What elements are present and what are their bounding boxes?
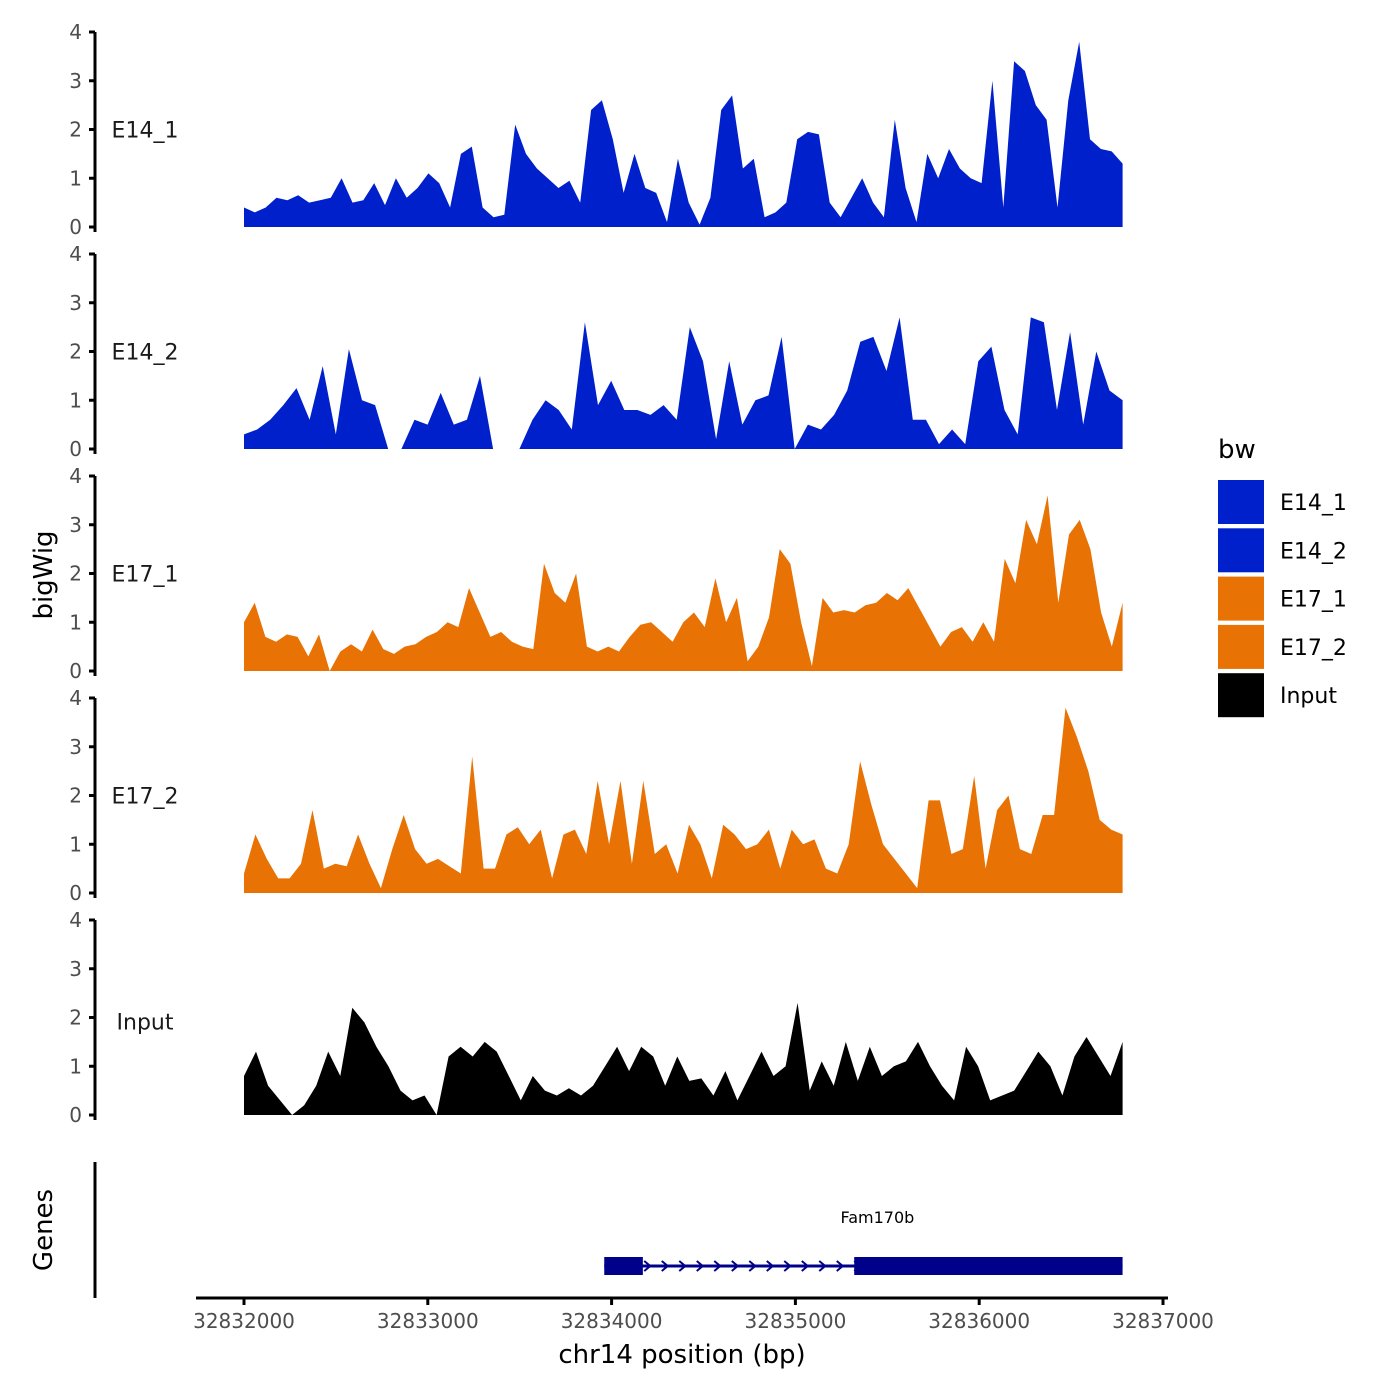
y-tick-label: 1	[69, 388, 82, 412]
genes-track: Genes Fam170b	[29, 1162, 1123, 1298]
coverage-tracks: 0 1 2 3 4 E14_1 0 1 2 3 4 E14_2 0 1 2 3 4 E17_1 0 1 2 3 4 E17_2…	[69, 20, 1123, 1127]
strand-arrow	[836, 1260, 845, 1272]
track-E14_1: 0 1 2 3 4 E14_1	[69, 20, 1123, 239]
legend-items: E14_1 E14_2 E17_1 E17_2 Input	[1218, 480, 1347, 718]
y-tick-label: 0	[69, 1103, 82, 1127]
y-axis-title: bigWig	[29, 530, 59, 619]
legend-swatch-Input	[1218, 673, 1264, 718]
strand-arrow	[643, 1260, 652, 1272]
y-tick-label: 2	[69, 340, 82, 364]
y-tick-label: 2	[69, 562, 82, 586]
y-tick-label: 4	[69, 242, 82, 266]
legend-label-E17_2: E17_2	[1280, 636, 1347, 661]
track-E14_2: 0 1 2 3 4 E14_2	[69, 242, 1123, 461]
y-tick-label: 3	[69, 735, 82, 759]
legend-swatch-E14_1	[1218, 480, 1264, 524]
x-axis-title: chr14 position (bp)	[558, 1340, 805, 1370]
y-tick-label: 2	[69, 784, 82, 808]
y-tick-label: 3	[69, 69, 82, 93]
gene-exon	[604, 1257, 643, 1275]
genes-track-title: Genes	[29, 1189, 59, 1271]
y-tick-label: 3	[69, 513, 82, 537]
x-tick-label: 32835000	[745, 1309, 847, 1333]
legend-swatch-E17_2	[1218, 624, 1264, 669]
y-tick-label: 2	[69, 118, 82, 142]
legend-label-Input: Input	[1280, 684, 1337, 709]
track-label-E17_1: E17_1	[112, 563, 179, 588]
strand-arrow	[661, 1260, 670, 1272]
track-E17_1: 0 1 2 3 4 E17_1	[69, 464, 1123, 683]
strand-arrow	[766, 1260, 775, 1272]
x-tick-label: 32836000	[928, 1309, 1030, 1333]
x-tick-label: 32833000	[377, 1309, 479, 1333]
y-tick-label: 4	[69, 464, 82, 488]
gene-models: Fam170b	[604, 1208, 1123, 1275]
track-label-E17_2: E17_2	[112, 785, 179, 810]
legend-label-E17_1: E17_1	[1280, 588, 1347, 613]
y-tick-label: 4	[69, 908, 82, 932]
x-axis: 32832000 32833000 32834000 32835000 32836000…	[193, 1296, 1214, 1370]
y-tick-label: 3	[69, 957, 82, 981]
gene-name-label: Fam170b	[840, 1208, 914, 1227]
coverage-area-E14_2	[244, 317, 1123, 449]
x-tick-label: 32837000	[1112, 1309, 1214, 1333]
coverage-area-E14_1	[244, 41, 1123, 227]
legend-swatch-E14_2	[1218, 528, 1264, 573]
track-E17_2: 0 1 2 3 4 E17_2	[69, 686, 1123, 905]
x-tick-label: 32832000	[193, 1309, 295, 1333]
strand-arrow	[748, 1260, 757, 1272]
strand-arrow	[713, 1260, 722, 1272]
y-tick-label: 0	[69, 659, 82, 683]
y-tick-label: 1	[69, 1054, 82, 1078]
y-tick-label: 4	[69, 686, 82, 710]
x-tick-label: 32834000	[561, 1309, 663, 1333]
coverage-area-E17_2	[244, 707, 1123, 893]
coverage-area-E17_1	[244, 495, 1123, 671]
x-axis-ticks: 32832000 32833000 32834000 32835000 32836000…	[193, 1298, 1214, 1333]
legend-label-E14_2: E14_2	[1280, 539, 1347, 564]
strand-arrow	[818, 1260, 827, 1272]
strand-arrow	[731, 1260, 740, 1272]
y-tick-label: 2	[69, 1006, 82, 1030]
strand-arrow	[678, 1260, 687, 1272]
y-tick-label: 3	[69, 291, 82, 315]
y-tick-label: 4	[69, 20, 82, 44]
y-tick-label: 1	[69, 832, 82, 856]
y-tick-label: 1	[69, 166, 82, 190]
legend-swatch-E17_1	[1218, 576, 1264, 621]
y-tick-label: 0	[69, 881, 82, 905]
track-label-Input: Input	[117, 1011, 174, 1036]
legend-title: bw	[1218, 435, 1256, 465]
y-tick-label: 1	[69, 610, 82, 634]
y-tick-label: 0	[69, 437, 82, 461]
legend: bw E14_1 E14_2 E17_1 E17_2 Input	[1218, 435, 1347, 718]
coverage-area-Input	[244, 1002, 1123, 1115]
track-label-E14_2: E14_2	[112, 341, 179, 366]
strand-arrow	[696, 1260, 705, 1272]
track-label-E14_1: E14_1	[112, 119, 179, 144]
strand-arrow	[801, 1260, 810, 1272]
y-tick-label: 0	[69, 215, 82, 239]
strand-arrow	[783, 1260, 792, 1272]
legend-label-E14_1: E14_1	[1280, 491, 1347, 516]
track-Input: 0 1 2 3 4 Input	[69, 908, 1123, 1127]
gene-exon	[854, 1257, 1123, 1275]
